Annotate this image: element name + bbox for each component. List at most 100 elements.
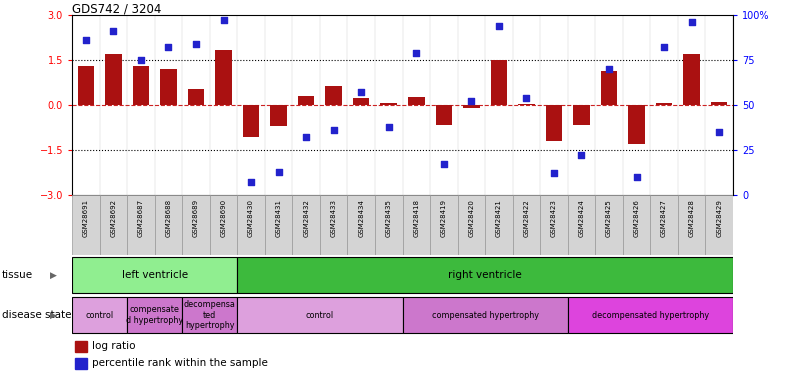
Text: disease state: disease state bbox=[2, 310, 71, 320]
Text: GSM28426: GSM28426 bbox=[634, 199, 639, 237]
Text: GSM28421: GSM28421 bbox=[496, 199, 502, 237]
Text: GSM28423: GSM28423 bbox=[551, 199, 557, 237]
Text: compensated hypertrophy: compensated hypertrophy bbox=[432, 310, 538, 320]
Bar bbox=[518, 104, 535, 105]
Bar bbox=[265, 195, 292, 255]
Bar bbox=[320, 195, 348, 255]
Bar bbox=[711, 102, 727, 105]
Bar bbox=[403, 297, 568, 333]
Text: log ratio: log ratio bbox=[92, 341, 135, 351]
Point bbox=[217, 17, 230, 23]
Text: GSM28689: GSM28689 bbox=[193, 199, 199, 237]
Bar bbox=[380, 103, 397, 105]
Bar bbox=[490, 60, 507, 105]
Point bbox=[548, 170, 561, 176]
Point bbox=[79, 37, 92, 43]
Point bbox=[465, 98, 477, 104]
Point bbox=[272, 169, 285, 175]
Text: GSM28424: GSM28424 bbox=[578, 199, 585, 237]
Bar bbox=[75, 340, 87, 352]
Bar bbox=[243, 105, 260, 136]
Text: GSM28420: GSM28420 bbox=[469, 199, 474, 237]
Point bbox=[493, 23, 505, 29]
Bar bbox=[601, 70, 618, 105]
Bar bbox=[237, 256, 733, 293]
Bar bbox=[215, 50, 231, 105]
Text: GSM28427: GSM28427 bbox=[661, 199, 667, 237]
Bar bbox=[545, 105, 562, 141]
Bar bbox=[683, 54, 700, 105]
Bar bbox=[628, 105, 645, 144]
Point bbox=[382, 124, 395, 130]
Text: GSM28418: GSM28418 bbox=[413, 199, 419, 237]
Point bbox=[658, 44, 670, 50]
Bar bbox=[298, 96, 315, 105]
Text: right ventricle: right ventricle bbox=[449, 270, 522, 280]
Bar bbox=[183, 297, 237, 333]
Bar bbox=[72, 195, 99, 255]
Bar bbox=[430, 195, 457, 255]
Text: GSM28433: GSM28433 bbox=[331, 199, 336, 237]
Text: GSM28687: GSM28687 bbox=[138, 199, 144, 237]
Text: GSM28422: GSM28422 bbox=[523, 199, 529, 237]
Bar bbox=[568, 297, 733, 333]
Bar bbox=[540, 195, 568, 255]
Point bbox=[602, 66, 615, 72]
Point bbox=[135, 57, 147, 63]
Text: compensate
d hypertrophy: compensate d hypertrophy bbox=[126, 305, 183, 325]
Bar bbox=[270, 105, 287, 126]
Bar bbox=[353, 98, 369, 105]
Bar bbox=[650, 195, 678, 255]
Text: ▶: ▶ bbox=[50, 310, 58, 320]
Bar bbox=[623, 195, 650, 255]
Bar bbox=[403, 195, 430, 255]
Bar bbox=[127, 297, 183, 333]
Point bbox=[300, 134, 312, 140]
Bar bbox=[513, 195, 540, 255]
Bar bbox=[325, 86, 342, 105]
Text: tissue: tissue bbox=[2, 270, 33, 280]
Text: percentile rank within the sample: percentile rank within the sample bbox=[92, 358, 268, 368]
Bar bbox=[187, 88, 204, 105]
Bar bbox=[75, 358, 87, 369]
Text: GSM28431: GSM28431 bbox=[276, 199, 282, 237]
Bar bbox=[105, 54, 122, 105]
Text: GSM28691: GSM28691 bbox=[83, 199, 89, 237]
Bar bbox=[463, 105, 480, 108]
Text: GSM28434: GSM28434 bbox=[358, 199, 364, 237]
Bar bbox=[72, 297, 127, 333]
Text: GSM28428: GSM28428 bbox=[689, 199, 694, 237]
Point bbox=[355, 89, 368, 95]
Text: GSM28419: GSM28419 bbox=[441, 199, 447, 237]
Point bbox=[410, 50, 423, 56]
Point bbox=[328, 127, 340, 133]
Bar bbox=[72, 256, 237, 293]
Text: decompensated hypertrophy: decompensated hypertrophy bbox=[592, 310, 709, 320]
Point bbox=[107, 28, 120, 34]
Bar bbox=[99, 195, 127, 255]
Text: ▶: ▶ bbox=[50, 270, 58, 279]
Bar bbox=[375, 195, 403, 255]
Bar bbox=[237, 297, 403, 333]
Bar bbox=[183, 195, 210, 255]
Point bbox=[575, 152, 588, 158]
Bar bbox=[348, 195, 375, 255]
Bar bbox=[78, 66, 95, 105]
Point bbox=[520, 95, 533, 101]
Bar bbox=[160, 69, 177, 105]
Bar bbox=[574, 105, 590, 125]
Text: GSM28430: GSM28430 bbox=[248, 199, 254, 237]
Bar bbox=[436, 105, 452, 125]
Text: left ventricle: left ventricle bbox=[122, 270, 187, 280]
Bar bbox=[568, 195, 595, 255]
Bar bbox=[155, 195, 183, 255]
Bar bbox=[292, 195, 320, 255]
Point bbox=[713, 129, 726, 135]
Bar bbox=[706, 195, 733, 255]
Text: GSM28692: GSM28692 bbox=[111, 199, 116, 237]
Bar bbox=[595, 195, 622, 255]
Bar bbox=[133, 66, 149, 105]
Point bbox=[630, 174, 643, 180]
Text: GDS742 / 3204: GDS742 / 3204 bbox=[72, 2, 162, 15]
Text: GSM28690: GSM28690 bbox=[220, 199, 227, 237]
